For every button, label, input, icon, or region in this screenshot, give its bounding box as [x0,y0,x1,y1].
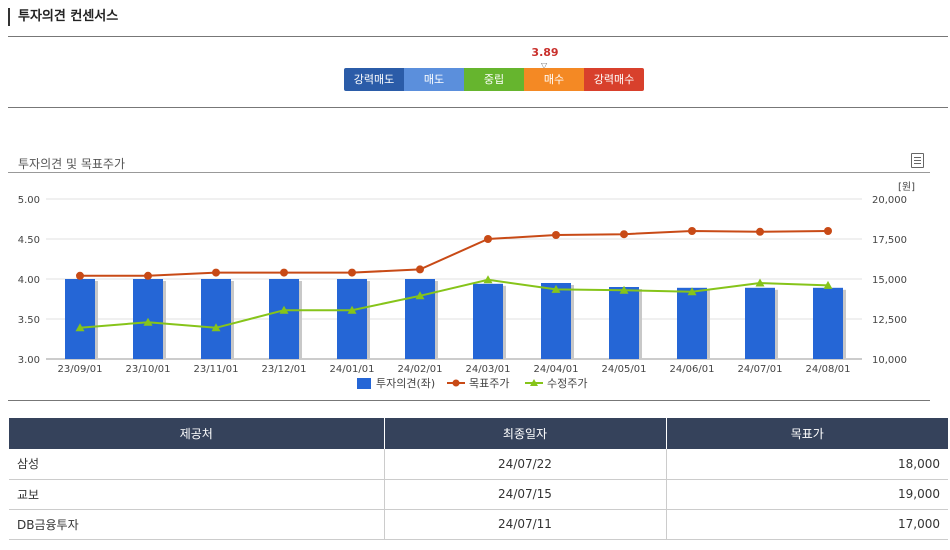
list-icon[interactable] [911,153,924,168]
opinion-bar [541,283,571,359]
scale-sell: 매도 [404,68,464,91]
left-tick-label: 4.00 [18,275,40,286]
consensus-scale: 강력매도 매도 중립 매수 강력매수 [344,68,644,91]
target-price-table: 제공처 최종일자 목표가 삼성 24/07/22 18,000 교보 24/07… [9,418,948,540]
consensus-marker-icon: ▽ [541,61,548,70]
table-row: 삼성 24/07/22 18,000 [9,449,948,480]
right-tick-label: 15,000 [872,275,907,286]
target-price-point [484,235,492,243]
target-price-point [280,268,288,277]
scale-strong-sell: 강력매도 [344,68,404,91]
adjusted-price-point [687,287,697,296]
target-price-line [80,229,829,277]
target-price-point [76,271,84,280]
opinion-target-chart: 5.00 4.50 4.00 3.50 3.00 20,000 17,500 15,000 12… [18,181,915,390]
adjusted-price-point [279,305,289,314]
legend-marker [530,379,538,386]
opinion-bar [269,279,299,359]
target-price-point [552,231,560,239]
x-tick-label: 24/03/01 [466,364,511,375]
divider [8,107,948,108]
opinion-bar [405,279,435,359]
x-tick-label: 24/05/01 [602,364,647,375]
legend-label: 투자의견(좌) [376,377,435,390]
consensus-value: 3.89 [531,46,559,59]
adjusted-price-point [483,275,493,284]
cell-provider: 삼성 [9,449,385,480]
table-row: DB금융투자 24/07/11 17,000 [9,509,948,540]
left-tick-label: 4.50 [18,235,40,246]
cell-target: 17,000 [666,509,948,540]
x-tick-label: 24/04/01 [534,364,579,375]
target-price-point [756,227,764,236]
opinion-bar [813,287,843,359]
adjusted-price-line [79,278,829,329]
header-date: 최종일자 [384,418,667,449]
scale-neutral: 중립 [464,68,524,91]
legend-label: 수정주가 [547,377,587,390]
opinion-bar [609,287,639,359]
left-tick-label: 3.00 [18,355,40,366]
adjusted-price-point [619,285,629,294]
target-price-point [212,268,220,277]
target-price-point [144,271,152,280]
adjusted-price-point [75,323,85,332]
legend-marker [452,379,460,387]
scale-strong-buy: 강력매수 [584,68,644,91]
left-tick-label: 3.50 [18,315,40,326]
opinion-bar [473,283,503,359]
adjusted-price-point [143,317,153,326]
scale-buy: 매수 [524,68,584,91]
cell-target: 18,000 [666,449,948,480]
opinion-bar [337,279,367,359]
x-tick-label: 24/07/01 [738,364,783,375]
divider [8,172,930,173]
cell-date: 24/07/11 [384,509,667,540]
right-tick-label: 12,500 [872,315,907,326]
adjusted-price-point [211,323,221,332]
cell-date: 24/07/22 [384,449,667,480]
cell-date: 24/07/15 [384,479,667,510]
table-row: 교보 24/07/15 19,000 [9,479,948,510]
section-title: 투자의견 컨센서스 [8,8,118,26]
adjusted-price-point [551,284,561,293]
target-price-point [824,227,832,235]
x-tick-label: 23/11/01 [194,364,239,375]
adjusted-price-point [823,280,833,289]
x-tick-label: 23/10/01 [126,364,171,375]
adjusted-price-point [415,291,425,300]
right-tick-label: 10,000 [872,355,907,366]
chart-section-title: 투자의견 및 목표주가 [18,157,125,171]
adjusted-price-point [755,278,765,287]
target-price-point [348,268,356,277]
x-tick-label: 23/12/01 [262,364,307,375]
x-tick-label: 24/08/01 [806,364,851,375]
x-tick-label: 23/09/01 [58,364,103,375]
cell-provider: DB금융투자 [9,509,385,540]
x-tick-label: 24/02/01 [398,364,443,375]
legend-swatch [357,378,371,389]
legend-label: 목표주가 [469,377,509,390]
opinion-bar [201,279,231,359]
left-tick-label: 5.00 [18,195,40,206]
header-target: 목표가 [666,418,948,449]
target-price-point [688,227,696,235]
right-axis-unit: [원] [898,181,915,193]
x-tick-label: 24/01/01 [330,364,375,375]
divider [8,36,948,37]
right-tick-label: 20,000 [872,195,907,206]
adjusted-price-point [347,305,357,314]
target-price-point [620,230,628,239]
opinion-bar [677,287,707,359]
right-tick-label: 17,500 [872,235,907,246]
opinion-bar [745,287,775,359]
x-tick-label: 24/06/01 [670,364,715,375]
target-price-point [416,265,424,274]
header-provider: 제공처 [9,418,385,449]
divider [8,400,930,401]
cell-target: 19,000 [666,479,948,510]
opinion-bar [65,279,95,359]
cell-provider: 교보 [9,479,385,510]
